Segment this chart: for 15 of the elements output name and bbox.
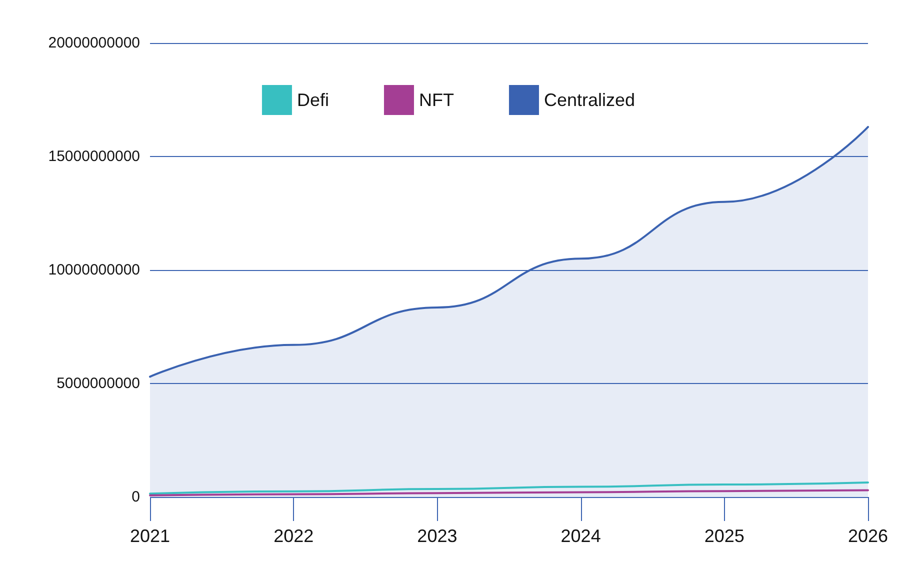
legend-label: Defi: [296, 90, 329, 110]
y-tick-label: 10000000000: [48, 262, 140, 278]
line-series: [149, 481, 869, 495]
x-tick-label: 2023: [417, 526, 458, 546]
y-tick-label: 5000000000: [56, 375, 140, 392]
x-tick-label: 2021: [130, 526, 170, 546]
x-tick-label: 2024: [560, 526, 601, 546]
legend-label: Centralized: [544, 90, 636, 110]
x-tick-label: 2022: [274, 526, 314, 546]
y-tick-label: 20000000000: [48, 34, 140, 52]
y-tick-label: 0: [132, 488, 140, 506]
legend-label: NFT: [418, 90, 454, 110]
x-tick-label: 2025: [704, 526, 744, 546]
y-tick-label: 15000000000: [48, 148, 140, 165]
x-tick-label: 2026: [848, 526, 888, 546]
